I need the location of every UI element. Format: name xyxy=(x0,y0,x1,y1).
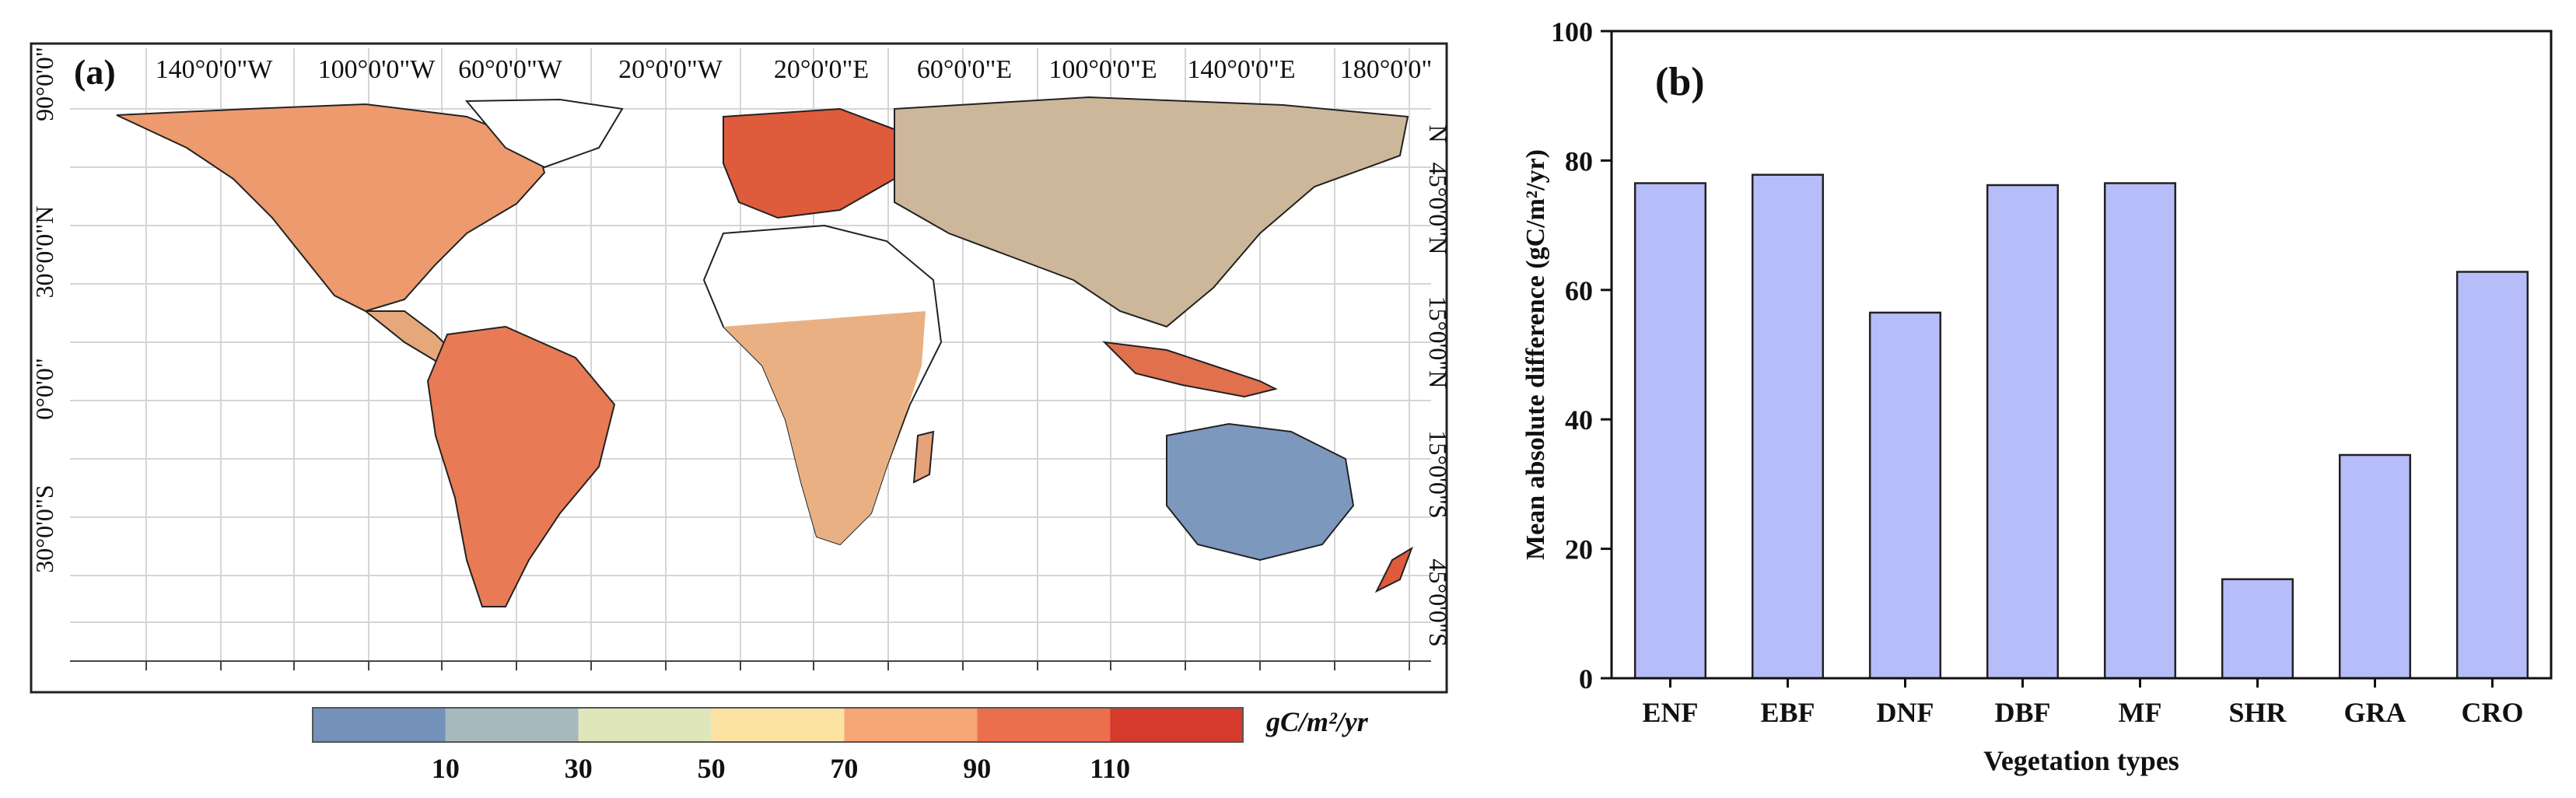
asia-land xyxy=(894,96,1409,328)
europe-land xyxy=(723,107,904,219)
colorbar-tick-label: 90 xyxy=(963,753,991,784)
colorbar-segment xyxy=(578,708,712,742)
y-tick-label: 80 xyxy=(1565,145,1593,177)
latitude-tick-label: 15°0'0"N xyxy=(1424,296,1452,389)
y-axis-label: Mean absolute difference (gC/m²/yr) xyxy=(1521,149,1550,560)
x-axis-ticks: ENF EBF DNF DBF MF SHR GRA CRO xyxy=(1643,678,2524,728)
panel-a-label: (a) xyxy=(74,52,116,92)
latitude-tick-label: 30°0'0"N xyxy=(30,206,58,299)
latitude-tick-label: 15°0'0"S xyxy=(1424,430,1452,518)
x-tick-label: EBF xyxy=(1760,697,1815,728)
land-areas xyxy=(116,96,1413,607)
longitude-tick-label: 180°0'0" xyxy=(1340,55,1433,84)
colorbar-segment xyxy=(313,708,446,742)
colorbar-tick-label: 50 xyxy=(698,753,726,784)
longitude-tick-label: 100°0'0"E xyxy=(1048,55,1157,84)
right-latitude-tick-labels: N 45°0'0"N 15°0'0"N 15°0'0"S 45°0'0"S xyxy=(1424,124,1452,646)
x-axis-label: Vegetation types xyxy=(1983,745,2179,776)
longitude-tick-label: 100°0'0"W xyxy=(318,55,436,84)
madagascar-land xyxy=(912,430,935,484)
y-tick-label: 60 xyxy=(1565,275,1593,306)
panel-b-bar-chart: 0 20 40 60 80 100 ENF EBF DNF DBF MF SHR GRA CRO (b)… xyxy=(1521,16,2553,776)
bar-mf xyxy=(2103,182,2177,680)
y-tick-label: 20 xyxy=(1565,534,1593,565)
colorbar-unit-label: gC/m²/yr xyxy=(1265,706,1369,737)
bars xyxy=(1633,173,2529,680)
latitude-tick-label: 45°0'0"N xyxy=(1424,163,1452,255)
latitude-tick-label: 30°0'0"S xyxy=(30,485,58,572)
longitude-tick-label: 60°0'0"W xyxy=(458,55,563,84)
colorbar-tick-label: 10 xyxy=(432,753,460,784)
colorbar-segment xyxy=(977,708,1111,742)
latitude-tick-label: N xyxy=(1424,124,1452,142)
panel-a-map: (a) 140°0'0"W 100°0'0"W 60°0'0"W 20°0'0"W 20… xyxy=(30,42,1452,784)
longitude-tick-label: 140°0'0"E xyxy=(1187,55,1295,84)
north-america-land xyxy=(116,103,546,313)
left-latitude-tick-labels: 90°0'0" 30°0'0"N 0°0'0" 30°0'0"S xyxy=(30,47,58,573)
africa-vegetated-land xyxy=(723,311,926,544)
panel-b-label: (b) xyxy=(1655,60,1705,104)
x-tick-label: CRO xyxy=(2462,697,2524,728)
longitude-tick-label: 140°0'0"W xyxy=(156,55,274,84)
y-axis-ticks: 0 20 40 60 80 100 xyxy=(1551,16,1612,695)
y-tick-label: 100 xyxy=(1551,16,1593,47)
colorbar-tick-label: 110 xyxy=(1090,753,1130,784)
x-tick-label: MF xyxy=(2119,697,2162,728)
new-zealand-land xyxy=(1374,546,1413,593)
longitude-tick-label: 60°0'0"E xyxy=(917,55,1012,84)
x-tick-label: GRA xyxy=(2344,697,2406,728)
x-tick-label: DBF xyxy=(1995,697,2051,728)
colorbar xyxy=(312,707,1244,743)
colorbar-segment xyxy=(844,708,978,742)
colorbar-outline xyxy=(312,707,1244,743)
bar-dbf xyxy=(1986,184,2060,680)
y-tick-label: 0 xyxy=(1579,663,1593,695)
colorbar-tick-label: 70 xyxy=(830,753,858,784)
bar-gra xyxy=(2338,453,2412,680)
greenland-land xyxy=(464,98,624,169)
x-tick-label: DNF xyxy=(1877,697,1934,728)
bar-ebf xyxy=(1751,173,1825,680)
x-tick-label: SHR xyxy=(2228,697,2287,728)
bar-cro xyxy=(2455,271,2529,680)
south-america-land xyxy=(426,325,616,607)
longitude-tick-label: 20°0'0"W xyxy=(618,55,723,84)
maritime-southeast-asia-land xyxy=(1102,341,1278,398)
latitude-tick-label: 0°0'0" xyxy=(30,358,58,420)
colorbar-segment xyxy=(445,708,579,742)
colorbar-segment xyxy=(711,708,845,742)
bar-enf xyxy=(1633,182,1707,680)
bar-dnf xyxy=(1868,311,1942,680)
bar-shr xyxy=(2221,578,2294,680)
longitude-tick-label: 20°0'0"E xyxy=(774,55,869,84)
colorbar-tick-label: 30 xyxy=(565,753,593,784)
x-tick-label: ENF xyxy=(1643,697,1699,728)
latitude-tick-label: 90°0'0" xyxy=(30,47,58,121)
latitude-tick-label: 45°0'0"S xyxy=(1424,558,1452,646)
longitude-tick-labels: 140°0'0"W 100°0'0"W 60°0'0"W 20°0'0"W 20°0'0… xyxy=(156,55,1433,84)
australia-land xyxy=(1166,422,1355,562)
colorbar-tick-labels: 10 30 50 70 90 110 xyxy=(432,753,1130,784)
y-tick-label: 40 xyxy=(1565,404,1593,436)
plot-frame xyxy=(1610,30,2553,680)
colorbar-segment xyxy=(1110,708,1243,742)
